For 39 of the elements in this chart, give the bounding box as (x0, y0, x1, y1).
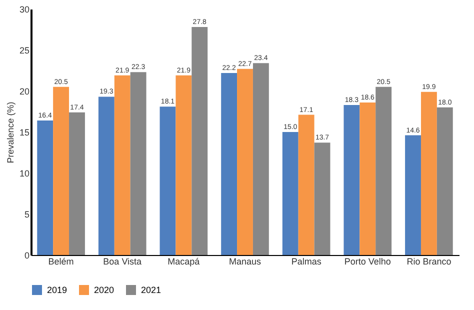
bar (420, 92, 437, 255)
x-tick-label: Palmas (291, 256, 322, 266)
bar (69, 112, 85, 255)
y-tick-label: 15 (19, 128, 30, 138)
y-tick-label: 0 (24, 250, 30, 260)
x-tick-label: Rio Branco (406, 256, 452, 266)
x-tick-label: Belém (48, 256, 74, 266)
bar (436, 107, 453, 255)
bar (176, 75, 192, 255)
legend-label: 2021 (141, 285, 162, 295)
bar (114, 75, 130, 255)
bar (53, 86, 70, 255)
x-tick-label: Boa Vista (103, 256, 142, 266)
bar (160, 106, 176, 255)
y-axis-title: Prevalence (%) (5, 102, 16, 164)
y-tick-label: 20 (19, 86, 30, 96)
bar (314, 142, 330, 255)
x-tick-label: Porto Velho (344, 256, 391, 266)
bar (221, 72, 238, 255)
bar (252, 63, 269, 255)
legend-label: 2020 (94, 285, 114, 295)
bar (98, 96, 114, 255)
bar (405, 135, 421, 255)
y-tick-label: 25 (19, 46, 30, 56)
bar (298, 114, 314, 255)
bar (130, 72, 146, 255)
bar (282, 132, 298, 255)
y-tick-label: 30 (19, 4, 30, 14)
y-tick-label: 10 (19, 168, 30, 178)
bar (192, 27, 208, 255)
bar (376, 86, 392, 255)
bar (37, 120, 54, 255)
bar (344, 104, 360, 255)
x-tick-label: Manaus (228, 256, 262, 266)
y-tick-label: 5 (24, 210, 30, 220)
bar (360, 102, 376, 255)
x-tick-label: Macapá (168, 256, 200, 266)
bar (237, 68, 253, 255)
legend-label: 2019 (47, 285, 68, 295)
